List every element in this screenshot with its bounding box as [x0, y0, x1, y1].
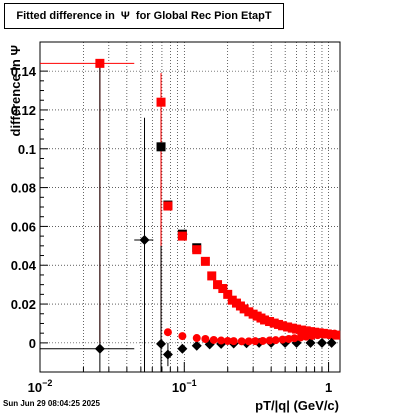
- data-point-circle: [271, 336, 280, 345]
- data-point-circle: [324, 329, 333, 338]
- axis-layer: 0 0.02 0.04 0.06 0.08 0.1 0.12 0.14 10−2 10−1 1: [11, 41, 341, 395]
- y-tick-label: 0.14: [11, 64, 37, 79]
- data-point-circle: [178, 332, 187, 341]
- data-point-circle: [217, 336, 226, 345]
- data-point-square: [207, 271, 217, 281]
- data-point-square: [156, 142, 166, 152]
- label-layer: pT/|q| (GeV/c) difference in Ψ: [8, 45, 339, 413]
- plot-frame: [39, 41, 341, 373]
- y-tick-label: 0.08: [11, 181, 36, 196]
- data-point-square: [265, 317, 275, 327]
- data-point-square: [177, 231, 187, 241]
- data-point-circle: [192, 334, 201, 343]
- data-point-square: [163, 201, 173, 211]
- y-tick-label: 0.02: [11, 297, 36, 312]
- y-tick-label: 0.06: [11, 219, 36, 234]
- data-point-diamond: [162, 349, 173, 360]
- data-point-square: [192, 245, 202, 255]
- data-point-square: [297, 325, 307, 335]
- data-point-square: [278, 321, 288, 331]
- data-point-diamond: [316, 337, 327, 348]
- data-point-circle: [302, 332, 311, 341]
- data-point-diamond: [139, 235, 150, 245]
- x-axis-label: pT/|q| (GeV/c): [255, 398, 339, 413]
- data-point-square: [218, 284, 228, 294]
- marker-layer: [94, 58, 341, 360]
- data-point-square: [260, 315, 270, 325]
- data-point-square: [283, 322, 293, 332]
- data-point-square: [200, 256, 210, 266]
- data-point-square: [156, 97, 166, 107]
- y-tick-label: 0.04: [11, 258, 37, 273]
- data-point-circle: [290, 334, 299, 343]
- data-point-square: [213, 280, 223, 290]
- data-point-square: [95, 58, 105, 68]
- data-point-square: [310, 327, 320, 337]
- data-point-circle: [201, 335, 210, 343]
- data-point-circle: [258, 336, 267, 345]
- chart-title: Fitted difference in Ψ for Global Rec Pi…: [4, 3, 284, 29]
- data-point-diamond: [305, 337, 316, 348]
- data-point-circle: [209, 335, 218, 344]
- data-point-square: [292, 324, 302, 334]
- y-tick-label: 0.1: [18, 142, 36, 157]
- data-point-circle: [278, 335, 287, 344]
- timestamp: Sun Jun 29 08:04:25 2025: [3, 399, 100, 408]
- y-tick-label: 0: [29, 336, 36, 351]
- data-point-circle: [229, 337, 238, 346]
- data-point-circle: [163, 328, 172, 337]
- data-point-circle: [265, 336, 274, 345]
- data-point-diamond: [94, 343, 105, 354]
- data-point-square: [239, 304, 249, 314]
- data-point-circle: [244, 337, 253, 346]
- x-tick-label: 10−1: [172, 378, 197, 395]
- data-point-diamond: [177, 343, 188, 354]
- grid-layer: [40, 42, 340, 372]
- y-tick-label: 0.12: [11, 103, 36, 118]
- data-point-circle: [330, 329, 339, 338]
- y-axis-label: difference in Ψ: [8, 45, 23, 136]
- data-point-square: [223, 289, 233, 299]
- data-point-diamond: [191, 340, 202, 351]
- data-point-diamond: [156, 338, 167, 349]
- x-tick-label: 1: [325, 380, 332, 395]
- data-point-circle: [237, 337, 246, 346]
- x-tick-label: 10−2: [28, 378, 53, 395]
- data-point-circle: [223, 336, 232, 345]
- data-point-circle: [251, 337, 260, 346]
- data-point-diamond: [326, 337, 337, 348]
